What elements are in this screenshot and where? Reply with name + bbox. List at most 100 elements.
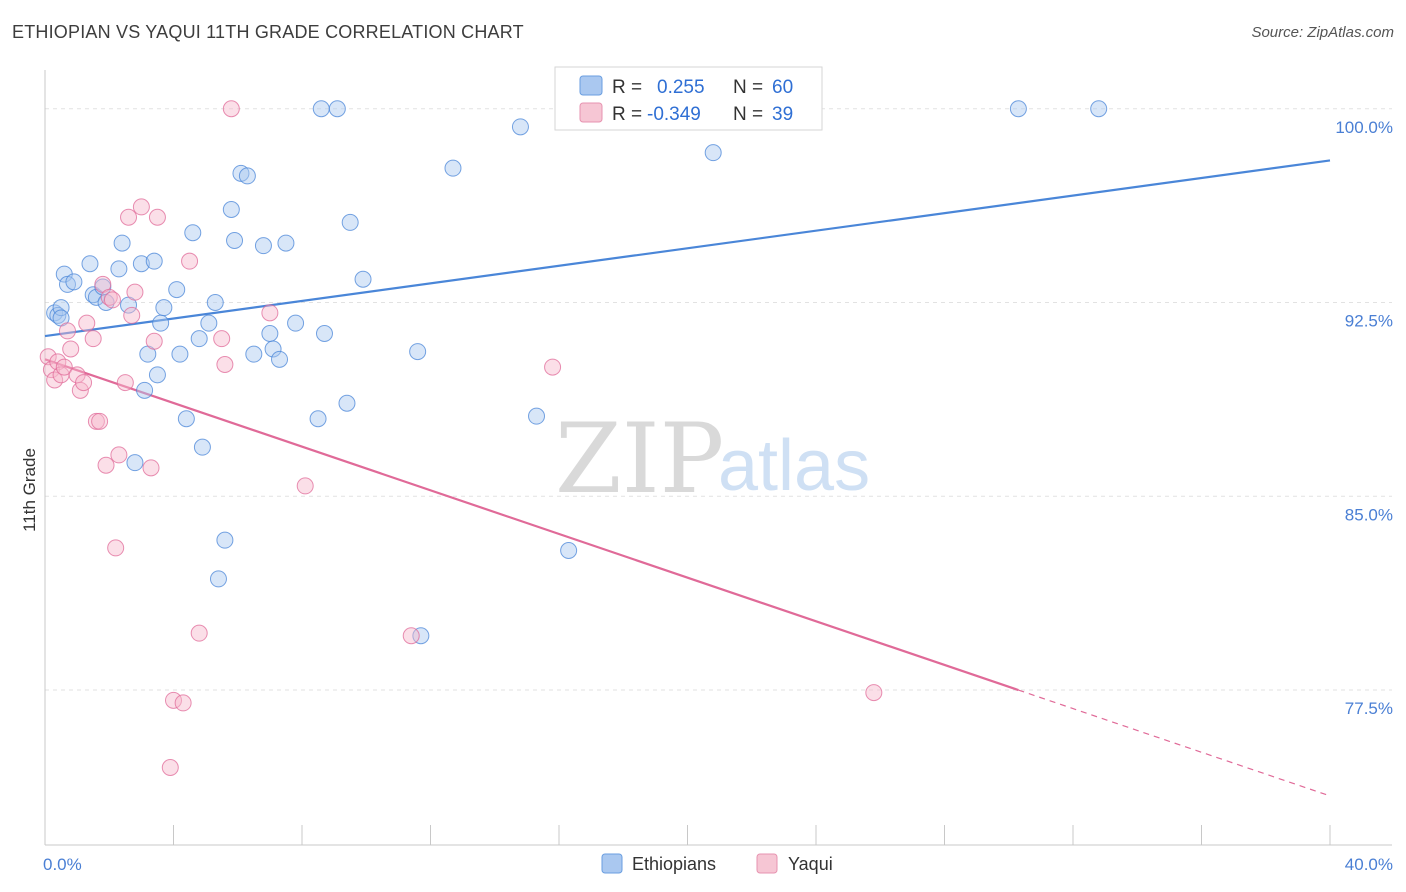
point-ethiopians xyxy=(312,100,330,118)
trend-line-extension-yaqui xyxy=(1018,689,1331,797)
point-yaqui xyxy=(84,330,102,348)
point-yaqui xyxy=(91,412,109,430)
bottom-legend-label-yaqui: Yaqui xyxy=(788,854,833,874)
watermark-atlas: atlas xyxy=(718,426,870,506)
grid-layer xyxy=(45,108,1392,691)
x-tick-label-max: 40.0% xyxy=(1345,855,1393,874)
trend-layer xyxy=(44,159,1331,797)
point-yaqui xyxy=(216,356,234,373)
point-yaqui xyxy=(78,314,96,332)
point-yaqui xyxy=(181,252,199,270)
axis-layer: 77.5% 85.0% 92.5% 100.0% 0.0% 40.0% xyxy=(43,70,1393,874)
point-ethiopians xyxy=(328,100,346,118)
bottom-legend-swatch-ethiopians xyxy=(601,853,623,874)
point-ethiopians xyxy=(126,454,144,472)
point-ethiopians xyxy=(409,343,427,361)
point-ethiopians xyxy=(254,237,272,255)
watermark: ZIP atlas xyxy=(555,403,870,515)
legend-n-label-2: N = xyxy=(733,104,763,125)
point-ethiopians xyxy=(560,542,578,559)
point-ethiopians xyxy=(155,299,173,317)
point-ethiopians xyxy=(52,299,70,317)
point-yaqui xyxy=(97,456,115,474)
point-ethiopians xyxy=(132,255,150,273)
point-yaqui xyxy=(120,208,138,226)
point-ethiopians xyxy=(277,234,295,252)
point-ethiopians xyxy=(171,345,189,363)
point-ethiopians xyxy=(152,314,170,332)
legend-n-value-2: 39 xyxy=(772,104,793,125)
point-yaqui xyxy=(132,198,150,216)
point-yaqui xyxy=(62,340,80,358)
y-tick-label: 85.0% xyxy=(1345,505,1393,524)
point-ethiopians xyxy=(206,294,224,311)
point-ethiopians xyxy=(145,252,163,270)
point-ethiopians xyxy=(168,281,186,299)
point-yaqui xyxy=(123,306,141,324)
point-yaqui xyxy=(222,100,240,118)
point-yaqui xyxy=(145,332,163,350)
point-ethiopians xyxy=(1009,100,1027,118)
point-layer xyxy=(39,100,1108,776)
point-ethiopians xyxy=(177,410,195,428)
point-ethiopians xyxy=(226,232,244,249)
point-yaqui xyxy=(174,694,192,712)
bottom-legend-label-ethiopians: Ethiopians xyxy=(632,854,716,874)
point-ethiopians xyxy=(245,345,263,363)
point-yaqui xyxy=(296,477,314,495)
chart-source: Source: ZipAtlas.com xyxy=(1251,24,1394,41)
point-ethiopians xyxy=(1090,100,1108,118)
point-ethiopians xyxy=(65,273,83,291)
point-ethiopians xyxy=(264,340,282,358)
point-ethiopians xyxy=(193,438,211,456)
point-yaqui xyxy=(161,759,179,776)
point-ethiopians xyxy=(309,410,327,428)
point-ethiopians xyxy=(238,167,256,185)
point-ethiopians xyxy=(81,255,99,273)
point-ethiopians xyxy=(148,366,166,384)
point-ethiopians xyxy=(222,201,240,218)
y-tick-label: 100.0% xyxy=(1335,118,1393,137)
point-ethiopians xyxy=(113,234,131,252)
point-ethiopians xyxy=(511,118,529,136)
legend-n-label-1: N = xyxy=(733,77,763,98)
point-yaqui xyxy=(39,348,57,366)
y-tick-label: 92.5% xyxy=(1345,312,1393,331)
point-ethiopians xyxy=(136,381,154,399)
point-yaqui xyxy=(103,291,121,309)
point-ethiopians xyxy=(315,325,333,342)
legend-r-label-1: R = xyxy=(612,77,642,98)
bottom-legend-swatch-yaqui xyxy=(756,853,778,874)
y-axis-label: 11th Grade xyxy=(20,448,39,532)
chart-title: ETHIOPIAN VS YAQUI 11TH GRADE CORRELATIO… xyxy=(12,22,524,42)
point-yaqui xyxy=(544,358,562,376)
point-yaqui xyxy=(107,539,125,557)
y-tick-label: 77.5% xyxy=(1345,699,1393,718)
point-yaqui xyxy=(165,691,182,709)
point-yaqui xyxy=(110,446,128,464)
point-yaqui xyxy=(190,624,208,642)
point-yaqui xyxy=(58,322,76,340)
point-ethiopians xyxy=(354,270,372,288)
point-ethiopians xyxy=(287,314,305,332)
trend-line-ethiopians xyxy=(44,159,1331,338)
point-yaqui xyxy=(142,459,160,477)
point-ethiopians xyxy=(209,570,227,588)
point-yaqui xyxy=(148,208,166,226)
legend-r-value-1: 0.255 xyxy=(657,77,705,98)
point-ethiopians xyxy=(271,350,289,368)
bottom-legend: Ethiopians Yaqui xyxy=(601,853,833,874)
point-yaqui xyxy=(261,304,279,322)
point-ethiopians xyxy=(338,394,356,412)
point-ethiopians xyxy=(110,260,128,278)
point-yaqui xyxy=(213,330,231,348)
watermark-zip: ZIP xyxy=(555,403,724,515)
point-ethiopians xyxy=(341,213,359,231)
point-yaqui xyxy=(55,358,73,376)
x-tick-label-min: 0.0% xyxy=(43,855,82,874)
point-ethiopians xyxy=(704,144,722,162)
point-yaqui xyxy=(75,374,93,392)
point-ethiopians xyxy=(184,224,202,242)
point-ethiopians xyxy=(412,627,430,645)
